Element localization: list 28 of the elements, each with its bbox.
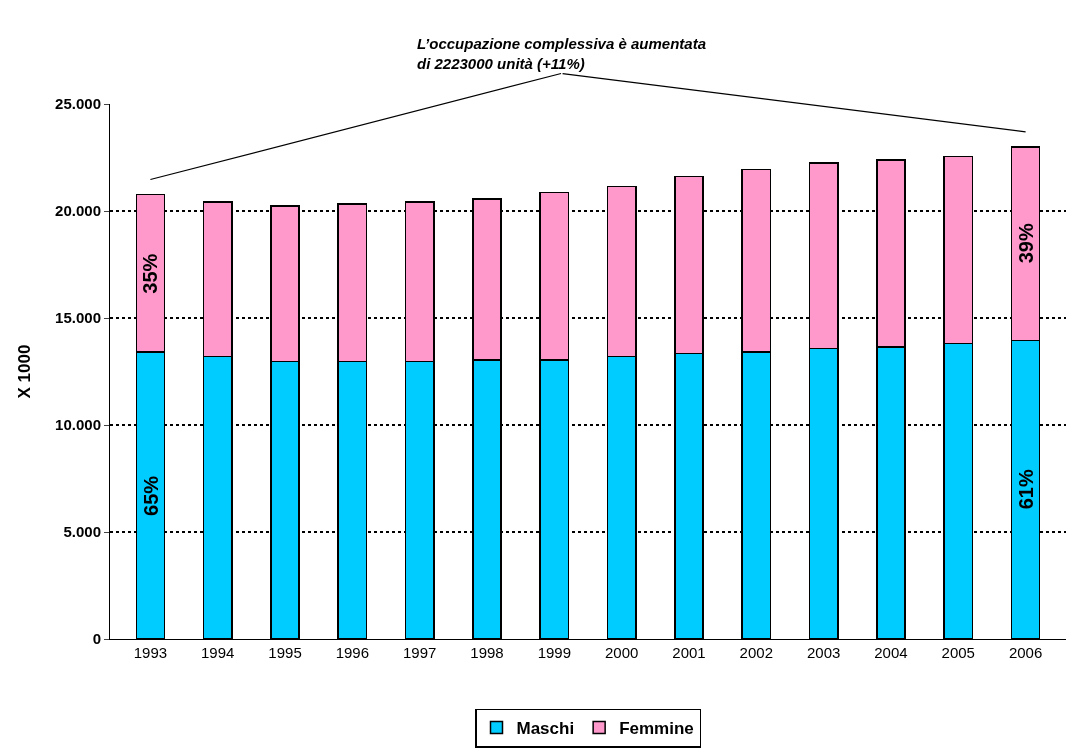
x-tick-label: 1996	[335, 644, 370, 661]
y-tick-label: 15.000	[55, 309, 101, 327]
y-axis-title: X 1000	[14, 344, 34, 399]
x-tick-label: 2006	[1008, 644, 1043, 661]
x-tick-label: 2000	[604, 644, 639, 661]
y-tick-label: 20.000	[55, 202, 101, 220]
y-tick-label: 25.000	[55, 95, 101, 113]
x-tick-label: 1997	[403, 644, 437, 661]
annotation: 35%	[139, 253, 162, 294]
x-tick-label: 1995	[268, 644, 302, 661]
x-tick-label: 2002	[739, 644, 773, 661]
text: L’occupazione complessiva è aumentata di 2223000 unità (+11%)	[417, 35, 706, 72]
y-tick-label: 5.000	[63, 523, 101, 541]
legend-label: Maschi	[516, 719, 575, 739]
x-tick-label: 1998	[470, 644, 504, 661]
annotation: 39%	[1014, 223, 1037, 264]
annotation: 65%	[139, 475, 162, 516]
legend-label: Femmine	[619, 719, 694, 739]
annotation: 61%	[1014, 469, 1037, 510]
x-tick-label: 2001	[672, 644, 706, 661]
x-tick-label: 1993	[133, 644, 168, 661]
x-tick-label: 2003	[806, 644, 841, 661]
x-tick-label: 2004	[874, 644, 908, 661]
x-tick-label: 1999	[537, 644, 572, 661]
y-tick-label: 0	[92, 630, 101, 648]
y-tick-label: 10.000	[55, 416, 101, 434]
x-tick-label: 1994	[201, 644, 235, 661]
x-tick-label: 2005	[941, 644, 975, 661]
